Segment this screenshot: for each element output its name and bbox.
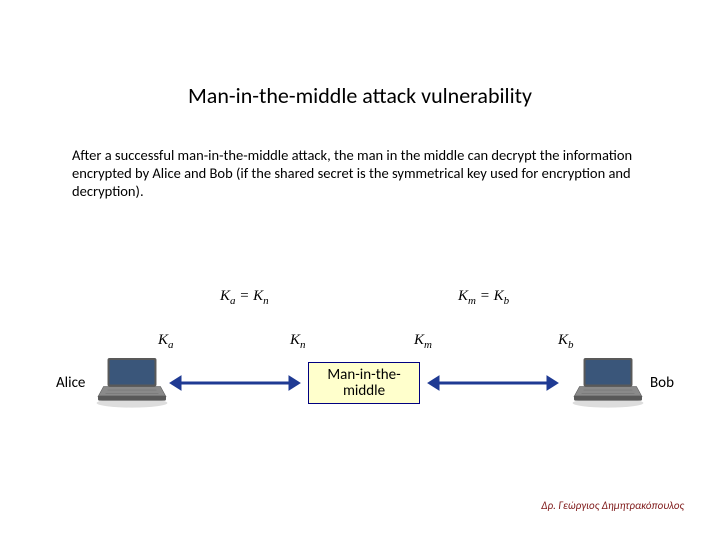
footer-author: Δρ. Γεώργιος Δημητρακόπουλος [541, 499, 684, 512]
diagram-svg [0, 0, 720, 540]
